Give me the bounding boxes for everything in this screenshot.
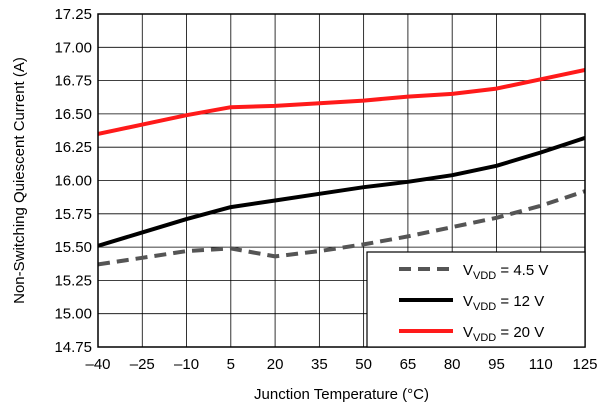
y-tick-label: 16.75: [54, 73, 92, 90]
legend-prefix: V: [463, 262, 473, 279]
y-tick-label: 16.25: [54, 139, 92, 156]
series-lines: [98, 67, 585, 267]
x-tick-label: –25: [130, 356, 155, 373]
y-tick-label: 15.00: [54, 306, 92, 323]
x-tick-label: 95: [488, 356, 505, 373]
plot-frame: [97, 13, 586, 348]
y-tick-label: 17.00: [54, 39, 92, 56]
series-line-2: [98, 67, 585, 136]
legend-prefix: V: [463, 293, 473, 310]
y-tick-label: 16.50: [54, 106, 92, 123]
y-axis-label: Non-Switching Quiescent Current (A): [11, 57, 28, 304]
y-tick-label: 14.75: [54, 339, 92, 356]
x-tick-label: 125: [572, 356, 597, 373]
legend-label-1: VVDD = 12 V: [463, 293, 544, 313]
legend-prefix: V: [463, 324, 473, 341]
x-tick-label: 110: [529, 356, 553, 373]
legend-suffix: = 4.5 V: [496, 262, 548, 279]
legend-suffix: = 20 V: [496, 324, 544, 341]
x-tick-label: 65: [400, 356, 417, 373]
legend-suffix: = 12 V: [496, 293, 544, 310]
y-tick-label: 15.25: [54, 272, 92, 289]
y-tick-label: 17.25: [54, 6, 92, 23]
y-axis-ticks: 14.75 15.00 15.25 15.50 15.75 16.00 16.25 16.50…: [54, 6, 92, 356]
x-tick-label: –10: [174, 356, 199, 373]
legend-subscript: VDD: [473, 270, 496, 282]
x-tick-label: 20: [267, 356, 284, 373]
x-tick-label: 50: [355, 356, 372, 373]
x-tick-label: 5: [227, 356, 235, 373]
x-axis-label: Junction Temperature (°C): [254, 386, 429, 403]
x-tick-label: 35: [311, 356, 328, 373]
legend-label-2: VVDD = 20 V: [463, 324, 544, 344]
legend-subscript: VDD: [473, 301, 496, 313]
x-tick-label: 80: [444, 356, 461, 373]
x-axis-ticks: –40 –25 –10 5 20 35 50 65 80 95 110 125: [85, 356, 597, 373]
x-tick-label: –40: [85, 356, 110, 373]
legend-label-0: VVDD = 4.5 V: [463, 262, 548, 282]
series-line-0: [98, 189, 585, 267]
y-tick-label: 15.75: [54, 206, 92, 223]
legend-subscript: VDD: [473, 332, 496, 344]
y-tick-label: 16.00: [54, 173, 92, 190]
series-line-1: [98, 136, 585, 248]
y-tick-label: 15.50: [54, 239, 92, 256]
